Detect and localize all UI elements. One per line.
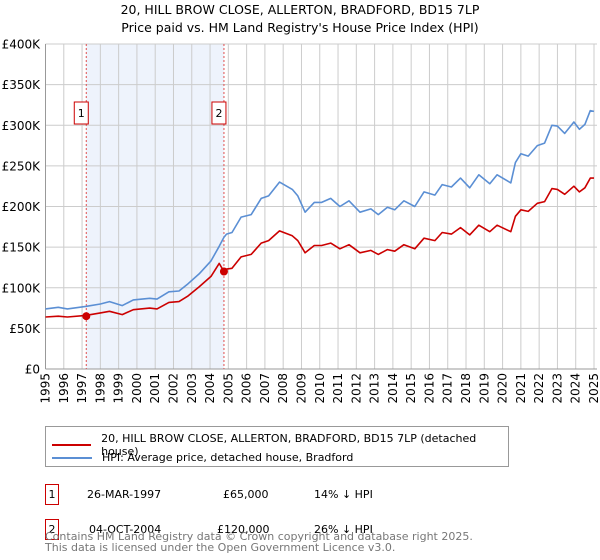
- x-tick-label: 2014: [386, 373, 400, 404]
- x-tick-label: 2011: [331, 373, 345, 404]
- y-tick-label: £350K: [2, 78, 42, 92]
- sale-badge: 1: [45, 484, 59, 505]
- x-tick-label: 2012: [349, 373, 363, 404]
- x-tick-label: 1998: [93, 373, 107, 404]
- x-tick-label: 2005: [221, 373, 235, 404]
- y-tick-label: £250K: [2, 159, 42, 173]
- y-tick-label: £300K: [2, 119, 42, 133]
- legend-label: 20, HILL BROW CLOSE, ALLERTON, BRADFORD,…: [101, 432, 477, 458]
- footer-line-2: This data is licensed under the Open Gov…: [45, 541, 396, 554]
- sale-badge: 2: [45, 519, 59, 540]
- x-tick-label: 1996: [57, 373, 71, 404]
- legend-label: HPI: Average price, detached house, Brad…: [102, 451, 354, 464]
- sale-hpi-diff: 26% ↓ HPI: [314, 523, 373, 536]
- x-tick-label: 2015: [404, 373, 418, 404]
- sale-point: [219, 267, 228, 276]
- x-tick-label: 2019: [477, 373, 491, 404]
- sale-label-box: [211, 101, 227, 125]
- x-tick-label: 1999: [112, 373, 126, 404]
- y-tick-label: £100K: [2, 281, 42, 295]
- sale-point: [82, 312, 91, 321]
- red-line-swatch: [52, 444, 92, 446]
- sale-label: 1: [78, 107, 85, 120]
- y-tick-label: £50K: [9, 322, 41, 336]
- sale-date: 26-MAR-1997: [87, 488, 162, 501]
- sale-date: 04-OCT-2004: [89, 523, 162, 536]
- x-tick-label: 2024: [569, 373, 583, 404]
- x-tick-label: 2017: [441, 373, 455, 404]
- y-tick-label: £150K: [2, 241, 42, 255]
- x-tick-label: 2013: [368, 373, 382, 404]
- sale-price: £65,000: [223, 488, 269, 501]
- x-tick-label: 2000: [130, 373, 144, 404]
- x-tick-label: 2008: [276, 373, 290, 404]
- sale-hpi-diff: 14% ↓ HPI: [314, 488, 373, 501]
- price-chart: 20, HILL BROW CLOSE, ALLERTON, BRADFORD,…: [2, 2, 600, 404]
- x-tick-label: 2009: [294, 373, 308, 404]
- x-tick-label: 2018: [459, 373, 473, 404]
- x-tick-label: 2022: [532, 373, 546, 404]
- property-price-line: [45, 177, 594, 318]
- x-tick-label: 2016: [422, 373, 436, 404]
- footer: Contains HM Land Registry data © Crown c…: [45, 531, 473, 553]
- x-tick-label: 2023: [550, 373, 564, 404]
- x-tick-label: 1997: [75, 373, 89, 404]
- sale-label: 2: [215, 107, 222, 120]
- x-tick-label: 2006: [240, 373, 254, 404]
- y-tick-label: £200K: [2, 200, 42, 214]
- legend-item-hpi: HPI: Average price, detached house, Brad…: [52, 451, 353, 464]
- x-tick-label: 2007: [258, 373, 272, 404]
- sale-label-box: [73, 101, 89, 125]
- x-tick-label: 2010: [313, 373, 327, 404]
- legend-item-property: 20, HILL BROW CLOSE, ALLERTON, BRADFORD,…: [52, 432, 508, 458]
- x-tick-label: 2002: [166, 373, 180, 404]
- x-tick-label: 2020: [496, 373, 510, 404]
- x-tick-label: 2001: [148, 373, 162, 404]
- hpi-line: [45, 109, 595, 310]
- chart-title: 20, HILL BROW CLOSE, ALLERTON, BRADFORD,…: [121, 2, 480, 17]
- blue-line-swatch: [52, 456, 92, 459]
- x-tick-label: 2003: [185, 373, 199, 404]
- x-tick-label: 2021: [514, 373, 528, 404]
- x-tick-label: 2025: [587, 373, 600, 404]
- sale-row-1: 1 26-MAR-1997 £65,000 14% ↓ HPI: [45, 484, 445, 506]
- legend: 20, HILL BROW CLOSE, ALLERTON, BRADFORD,…: [45, 426, 509, 467]
- y-tick-label: £400K: [2, 38, 42, 52]
- y-tick-label: £0: [25, 363, 40, 377]
- sale-price: £120,000: [217, 523, 270, 536]
- x-tick-label: 1995: [39, 373, 53, 404]
- sale-row-2: 2 04-OCT-2004 £120,000 26% ↓ HPI: [45, 519, 445, 541]
- footer-line-1: Contains HM Land Registry data © Crown c…: [45, 530, 473, 543]
- x-tick-label: 2004: [203, 373, 217, 404]
- chart-subtitle: Price paid vs. HM Land Registry's House …: [121, 20, 478, 35]
